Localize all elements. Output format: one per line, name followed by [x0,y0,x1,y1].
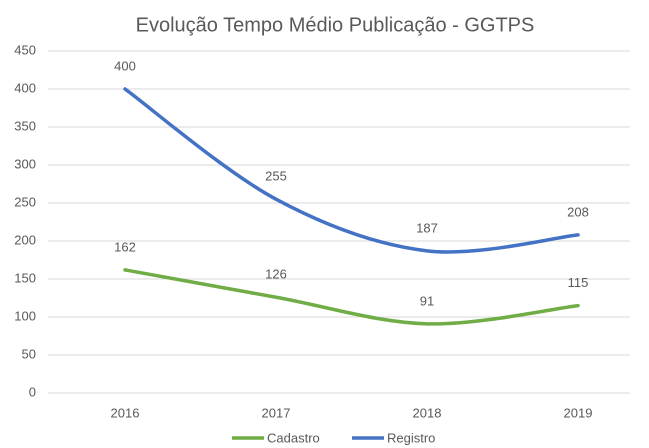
y-tick-label: 400 [14,80,36,95]
y-tick-label: 150 [14,270,36,285]
data-label: 208 [567,204,589,219]
y-tick-label: 100 [14,308,36,323]
y-tick-label: 450 [14,42,36,57]
x-tick-label: 2019 [564,405,593,420]
y-tick-label: 50 [22,346,36,361]
data-label: 187 [416,220,438,235]
line [123,268,580,326]
data-label: 91 [420,293,434,308]
data-label: 400 [114,58,136,73]
chart-title: Evolução Tempo Médio Publicação - GGTPS [136,14,535,36]
data-label: 126 [265,267,287,282]
x-tick-label: 2017 [262,405,291,420]
y-tick-label: 350 [14,118,36,133]
y-tick-label: 250 [14,194,36,209]
y-tick-label: 0 [29,384,36,399]
data-label: 255 [265,169,287,184]
data-label: 115 [568,275,589,290]
legend-label: Cadastro [267,430,320,445]
legend-label: Registro [387,430,435,445]
y-tick-label: 200 [14,232,36,247]
x-tick-label: 2016 [111,405,140,420]
line [123,87,580,254]
y-tick-label: 300 [14,156,36,171]
x-tick-label: 2018 [413,405,442,420]
data-label: 162 [114,239,136,254]
